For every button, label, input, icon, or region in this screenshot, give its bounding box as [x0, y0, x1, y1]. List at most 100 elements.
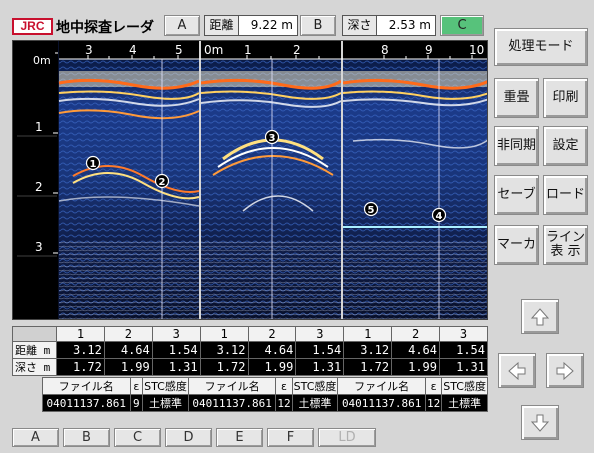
stc-value: 土標準 [291, 394, 339, 412]
distance-cell: 1.54 [295, 341, 345, 359]
depth-cell: 1.72 [199, 358, 249, 376]
stc-header: STC感度 [291, 377, 339, 395]
marker-2-circle[interactable] [154, 173, 170, 189]
depth-row: 深さ m 1.72 1.99 1.31 1.72 1.99 1.31 1.72 … [12, 358, 488, 376]
distance-cell: 4.64 [391, 341, 440, 359]
col-header: 2 [247, 326, 297, 342]
distance-field: 距離 9.22 m [204, 15, 298, 36]
marker-button[interactable]: マーカ [494, 225, 539, 265]
distance-cell: 3.12 [343, 341, 393, 359]
marker-4-label: 4 [436, 211, 443, 222]
col-header: 1 [56, 326, 105, 342]
save-button[interactable]: セーブ [494, 175, 539, 215]
depth-field: 深さ 2.53 m [342, 15, 436, 36]
col-header: 1 [199, 326, 249, 342]
file-header-row: ファイル名 ε STC感度 ファイル名 ε STC感度 ファイル名 ε STC感… [12, 377, 488, 395]
file-button-a[interactable]: A [12, 428, 59, 447]
radar-panels [58, 59, 487, 319]
panel1-tick-1: 4 [129, 43, 137, 57]
depth-scale [13, 41, 58, 319]
file-name-value: 04011137.861 [187, 394, 277, 412]
stc-header: STC感度 [142, 377, 189, 395]
radar-panel-1 [58, 59, 200, 319]
file-name-header: ファイル名 [337, 377, 426, 395]
arrow-up-button[interactable] [521, 299, 559, 334]
settings-button[interactable]: 設定 [543, 126, 588, 166]
depth-cell: 1.99 [103, 358, 153, 376]
stc-value: 土標準 [142, 394, 189, 412]
marker-2-label: 2 [159, 177, 166, 188]
depth-cell: 1.72 [343, 358, 393, 376]
distance-cell: 4.64 [103, 341, 153, 359]
epsilon-header: ε [424, 377, 443, 395]
marker-3-label: 3 [269, 133, 276, 144]
radar-display[interactable]: 0m 1 2 3 3 4 5 0m 1 2 8 9 10 [12, 40, 488, 320]
col-header: 2 [103, 326, 153, 342]
col-header: 1 [343, 326, 393, 342]
distance-row-label: 距離 m [12, 341, 57, 359]
file-button-e[interactable]: E [216, 428, 263, 447]
marker-4-circle[interactable] [431, 207, 447, 223]
distance-label: 距離 [205, 16, 239, 35]
depth-cell: 1.31 [439, 358, 488, 376]
distance-row: 距離 m 3.12 4.64 1.54 3.12 4.64 1.54 3.12 … [12, 341, 488, 359]
epsilon-header: ε [129, 377, 144, 395]
epsilon-value: 12 [424, 394, 443, 412]
file-button-f[interactable]: F [267, 428, 314, 447]
line-display-label-2: 表 示 [550, 244, 581, 259]
cursor-b-button[interactable]: B [300, 15, 336, 36]
depth-value: 2.53 m [388, 18, 431, 32]
jrc-logo: JRC [12, 18, 53, 35]
distance-cell: 3.12 [199, 341, 249, 359]
marker-1-circle[interactable] [85, 155, 101, 171]
line-display-button[interactable]: ライン 表 示 [543, 225, 588, 265]
arrow-down-button[interactable] [521, 405, 559, 440]
distance-value: 9.22 m [250, 18, 293, 32]
marker-1-label: 1 [90, 159, 97, 170]
load-button[interactable]: ロード [543, 175, 588, 215]
epsilon-value: 9 [129, 394, 144, 412]
depth-cell: 1.99 [247, 358, 297, 376]
marker-3-circle[interactable] [264, 129, 280, 145]
col-header: 3 [439, 326, 488, 342]
file-name-header: ファイル名 [42, 377, 131, 395]
distance-cell: 3.12 [56, 341, 105, 359]
panel2-tick-2: 2 [293, 43, 301, 57]
depth-label: 深さ [343, 16, 377, 35]
cursor-c-button[interactable]: C [440, 15, 484, 36]
cursor-a-button[interactable]: A [164, 15, 200, 36]
file-button-c[interactable]: C [114, 428, 161, 447]
async-button[interactable]: 非同期 [494, 126, 539, 166]
panel3-tick-2: 10 [469, 43, 484, 57]
header-bar: JRC 地中探査レーダ A 距離 9.22 m B 深さ 2.53 m C [0, 0, 490, 40]
overlay-button[interactable]: 重畳 [494, 78, 539, 118]
arrow-right-button[interactable] [546, 353, 584, 388]
file-data-row: 04011137.861 9 土標準 04011137.861 12 土標準 0… [12, 394, 488, 412]
panel2-tick-start: 0m [204, 43, 223, 57]
arrow-down-icon [530, 414, 550, 432]
file-button-d[interactable]: D [165, 428, 212, 447]
file-name-value: 04011137.861 [42, 394, 131, 412]
panel1-tick-2: 5 [175, 43, 183, 57]
stc-header: STC感度 [441, 377, 488, 395]
file-button-ld[interactable]: LD [318, 428, 376, 447]
radar-panel-3 [342, 59, 487, 319]
marker-5-circle[interactable] [363, 201, 379, 217]
file-name-value: 04011137.861 [337, 394, 426, 412]
depth-tick-3: 3 [35, 240, 43, 254]
epsilon-header: ε [275, 377, 293, 395]
file-info-table: ファイル名 ε STC感度 ファイル名 ε STC感度 ファイル名 ε STC感… [12, 377, 488, 412]
depth-cell: 1.72 [56, 358, 105, 376]
depth-cell: 1.31 [295, 358, 345, 376]
distance-cell: 4.64 [247, 341, 297, 359]
depth-cell: 1.31 [151, 358, 201, 376]
line-display-label-1: ライン [545, 230, 585, 245]
measurement-table: 1 2 3 1 2 3 1 2 3 距離 m 3.12 4.64 1.54 3.… [12, 326, 488, 376]
file-button-b[interactable]: B [63, 428, 110, 447]
table-header-row: 1 2 3 1 2 3 1 2 3 [12, 326, 488, 342]
depth-tick-1: 1 [35, 120, 43, 134]
process-mode-button[interactable]: 処理モード [494, 28, 588, 66]
print-button[interactable]: 印刷 [543, 78, 588, 118]
arrow-left-button[interactable] [498, 353, 536, 388]
radar-canvas: 0m 1 2 3 3 4 5 0m 1 2 8 9 10 [13, 41, 487, 319]
